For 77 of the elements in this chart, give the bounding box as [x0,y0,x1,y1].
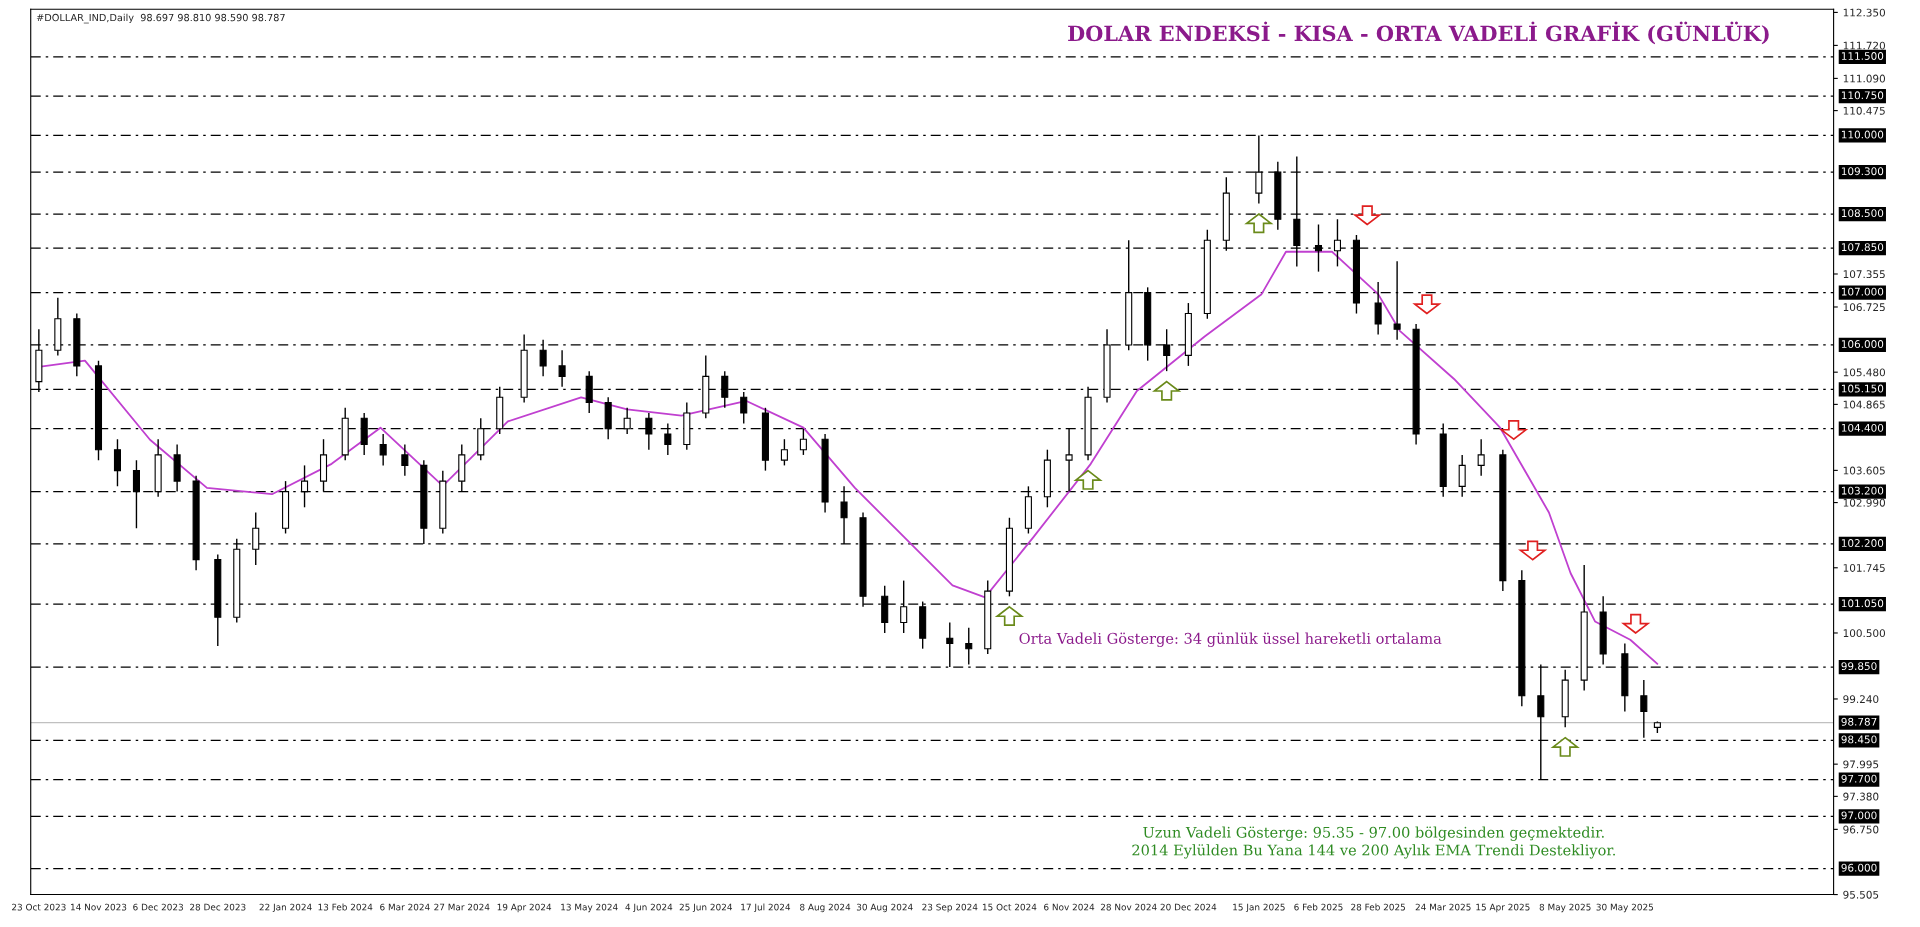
ref-line-label: 98.450 [1841,735,1877,744]
candlestick [780,438,788,467]
candlestick [113,438,122,488]
x-tick-label: 28 Feb 2025 [1351,903,1406,911]
x-tick-label: 13 May 2024 [561,903,618,913]
ref-line-label: 99.850 [1841,662,1877,671]
ref-line-label: 110.000 [1841,130,1884,139]
ref-line-label: 107.000 [1841,287,1884,296]
x-tick-label: 28 Dec 2023 [190,903,246,911]
ref-line-label: 103.200 [1841,486,1884,495]
x-tick-label: 28 Nov 2024 [1100,903,1157,911]
candlestick [1640,679,1648,739]
ref-line-label: 107.850 [1841,243,1884,252]
y-tick-label: 96.750 [1843,825,1879,834]
candlestick [799,428,807,456]
y-tick-label: 106.725 [1843,303,1885,312]
ref-line-label: 96.000 [1841,863,1877,872]
ref-line-label: 97.000 [1841,811,1877,820]
y-tick-label: 103.605 [1843,466,1885,475]
x-tick-label: 6 Nov 2024 [1044,903,1095,911]
x-tick-label: 22 Jan 2024 [259,903,312,913]
y-tick-label: 99.240 [1843,695,1879,704]
x-tick-label: 19 Apr 2024 [497,903,552,913]
ref-line-label: 104.400 [1841,423,1884,432]
x-tick-label: 15 Apr 2025 [1476,903,1530,913]
y-tick-label: 111.090 [1843,74,1886,83]
x-tick-label: 8 May 2025 [1539,903,1591,913]
ref-line-label: 108.500 [1841,209,1884,218]
x-tick-label: 4 Jun 2024 [625,903,673,913]
annotation: Orta Vadeli Gösterge: 34 günlük üssel hareketli ortalama [1019,632,1442,647]
candlestick [740,391,748,425]
ref-line-label: 111.500 [1841,52,1884,60]
y-tick-label: 112.350 [1843,8,1886,17]
ref-line-label: 97.700 [1841,774,1877,783]
ref-line-label: 105.150 [1841,384,1884,393]
y-tick-label: 111.720 [1843,41,1886,50]
x-tick-label: 13 Feb 2024 [318,903,373,911]
ref-line-label: 102.200 [1841,539,1884,547]
y-tick-label: 107.355 [1843,270,1885,279]
candlestick [558,349,566,388]
ref-line-label: 98.787 [1841,717,1877,726]
y-tick-label: 97.380 [1843,792,1879,801]
y-tick-label: 97.995 [1843,760,1879,769]
x-tick-label: 15 Jan 2025 [1233,903,1285,913]
x-tick-label: 25 Jun 2024 [679,903,733,913]
y-tick-label: 101.745 [1843,564,1885,572]
x-tick-label: 24 Mar 2025 [1415,903,1471,911]
candlestick [1477,438,1485,477]
annotation: Uzun Vadeli Gösterge: 95.35 - 97.00 bölgesinden geçmektedir. 2014 Eylülden Bu Yana 144 ve 200 Aylık EMA Trendi Destekliyor. [1132,826,1616,859]
x-tick-label: 20 Dec 2024 [1160,903,1217,911]
x-tick-label: 6 Dec 2023 [133,903,183,911]
x-tick-label: 27 Mar 2024 [434,903,490,911]
y-tick-label: 102.990 [1843,498,1886,507]
chart-subtitle: #DOLLAR_IND,Daily 98.697 98.810 98.590 98.787 [36,13,285,24]
x-tick-label: 17 Jul 2024 [741,903,791,913]
candlestick [379,433,387,467]
x-tick-label: 23 Oct 2023 [12,903,66,911]
x-tick-label: 30 Aug 2024 [856,903,913,913]
x-tick-label: 6 Feb 2025 [1294,903,1343,911]
y-tick-label: 105.480 [1843,368,1886,377]
text: DOLAR ENDEKSİ - KISA - ORTA VADELİ GRAFİK (GÜNLÜK) [1068,21,1769,45]
y-tick-label: 100.500 [1843,629,1886,638]
y-tick-label: 110.475 [1843,106,1885,115]
ref-line-label: 106.000 [1841,340,1884,348]
x-tick-label: 15 Oct 2024 [982,903,1037,911]
x-tick-label: 14 Nov 2023 [71,903,127,911]
ref-line-label: 101.050 [1841,599,1884,608]
ref-line-label: 109.300 [1841,167,1884,176]
candlestick [401,443,409,477]
y-tick-label: 104.865 [1843,400,1885,409]
candlestick [965,627,973,666]
x-tick-label: 8 Aug 2024 [800,903,851,913]
ref-line-label: 110.750 [1841,91,1884,100]
x-tick-label: 30 May 2025 [1596,903,1654,913]
x-tick-label: 23 Sep 2024 [922,903,978,913]
y-tick-label: 95.505 [1843,890,1879,899]
x-tick-label: 6 Mar 2024 [380,903,430,911]
